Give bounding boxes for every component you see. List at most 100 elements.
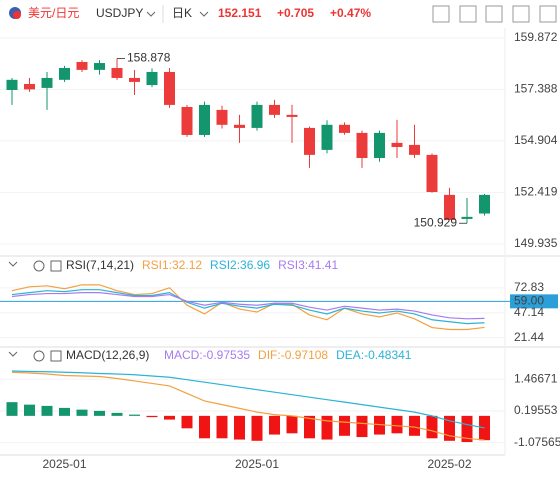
flag-icon — [13, 11, 21, 19]
y-tick-label: 157.388 — [514, 82, 558, 96]
period[interactable]: 日K — [172, 6, 192, 20]
y-tick-label: 159.872 — [514, 30, 558, 44]
settings-icon[interactable] — [33, 260, 45, 272]
macd-bar — [374, 415, 385, 435]
y-tick-label: 154.904 — [514, 133, 558, 147]
macd-bar — [24, 404, 35, 416]
candle-body — [269, 104, 280, 115]
series-line — [11, 284, 485, 331]
macd-bar — [304, 415, 315, 439]
collapse-icon[interactable] — [8, 351, 18, 357]
toolbar-icon[interactable] — [485, 5, 503, 23]
candle-body — [374, 132, 385, 158]
candle-body — [409, 144, 420, 155]
candle-body — [426, 154, 438, 192]
macd-bar — [269, 415, 280, 435]
macd-bar — [129, 414, 140, 416]
macd-bar — [41, 405, 53, 416]
candle-body — [479, 194, 490, 214]
macd-bar — [111, 412, 123, 416]
macd-bar — [356, 415, 368, 438]
macd-bar — [199, 415, 210, 439]
dropdown-arrow[interactable] — [146, 11, 156, 17]
candle-body — [339, 124, 350, 133]
candle-body — [24, 83, 35, 90]
macd-bar — [181, 415, 193, 429]
macd-bar — [286, 415, 298, 434]
candle-body — [216, 109, 228, 125]
toolbar-icon[interactable] — [459, 5, 477, 23]
macd-bar — [94, 410, 105, 416]
x-tick-label: 2025-01 — [235, 457, 279, 471]
candle-body — [199, 104, 210, 135]
toolbar-icon[interactable] — [512, 5, 530, 23]
candle-body — [444, 194, 455, 220]
y-tick-label: 0.19553 — [514, 403, 558, 417]
min-annotation: 150.929 — [414, 215, 458, 229]
macd-bar — [234, 415, 245, 440]
y-tick-label: 152.419 — [514, 185, 558, 199]
candle-body — [356, 132, 368, 158]
legend-entry: RSI1:32.12 — [142, 258, 202, 272]
candle-body — [146, 71, 158, 86]
candle-body — [391, 142, 403, 147]
candle-body — [76, 61, 88, 70]
y-tick-label: -1.07565 — [514, 435, 560, 449]
close-icon[interactable] — [50, 260, 62, 272]
candle-body — [129, 77, 140, 82]
rsi-title: RSI(7,14,21) — [66, 258, 134, 272]
legend-entry: DIF:-0.97108 — [258, 348, 328, 362]
settings-icon[interactable] — [33, 350, 45, 362]
change: +0.705 — [277, 6, 314, 20]
close-icon[interactable] — [50, 350, 62, 362]
change-pct: +0.47% — [330, 6, 371, 20]
macd-bar — [461, 415, 473, 443]
candle-body — [461, 216, 473, 219]
macd-bar — [216, 415, 228, 439]
candle-body — [181, 106, 193, 135]
y-tick-label: 21.44 — [514, 330, 544, 344]
legend-entry: MACD:-0.97535 — [164, 348, 250, 362]
series-line — [11, 289, 485, 325]
macd-bar — [164, 415, 175, 420]
toolbar-icon[interactable] — [432, 5, 450, 23]
y-tick-label: 149.935 — [514, 236, 558, 250]
dropdown-arrow[interactable] — [199, 11, 209, 17]
macd-bar — [76, 409, 88, 416]
candle-body — [286, 114, 298, 117]
macd-bar — [339, 415, 350, 436]
candle-body — [111, 68, 123, 78]
legend-entry: DEA:-0.48341 — [336, 348, 412, 362]
symbol-cn: 美元/日元 — [28, 6, 79, 20]
macd-bar — [426, 415, 438, 439]
x-tick-label: 2025-02 — [427, 457, 471, 471]
symbol[interactable]: USDJPY — [96, 6, 143, 20]
toolbar-icon[interactable] — [539, 5, 557, 23]
candle-body — [251, 104, 263, 128]
candle-body — [164, 71, 175, 105]
legend-entry: RSI2:36.96 — [210, 258, 270, 272]
y-tick-label: 72.83 — [514, 280, 544, 294]
series-line — [11, 371, 485, 441]
tick-highlight — [510, 294, 558, 309]
collapse-icon[interactable] — [8, 261, 18, 267]
legend-entry: RSI3:41.41 — [278, 258, 338, 272]
y-tick-label: 59.00 — [514, 294, 544, 308]
macd-bar — [251, 415, 263, 441]
max-annotation: 158.878 — [127, 51, 171, 65]
series-line — [11, 292, 485, 320]
candle-body — [59, 68, 70, 80]
candle-body — [304, 127, 315, 155]
macd-title: MACD(12,26,9) — [66, 348, 149, 362]
macd-bar — [59, 407, 70, 416]
macd-bar — [146, 415, 158, 418]
candle-body — [94, 63, 105, 70]
macd-bar — [391, 415, 403, 434]
x-tick-label: 2025-01 — [42, 457, 86, 471]
macd-bar — [409, 415, 420, 436]
candle-body — [321, 124, 333, 150]
macd-bar — [6, 402, 18, 416]
macd-bar — [444, 415, 455, 441]
